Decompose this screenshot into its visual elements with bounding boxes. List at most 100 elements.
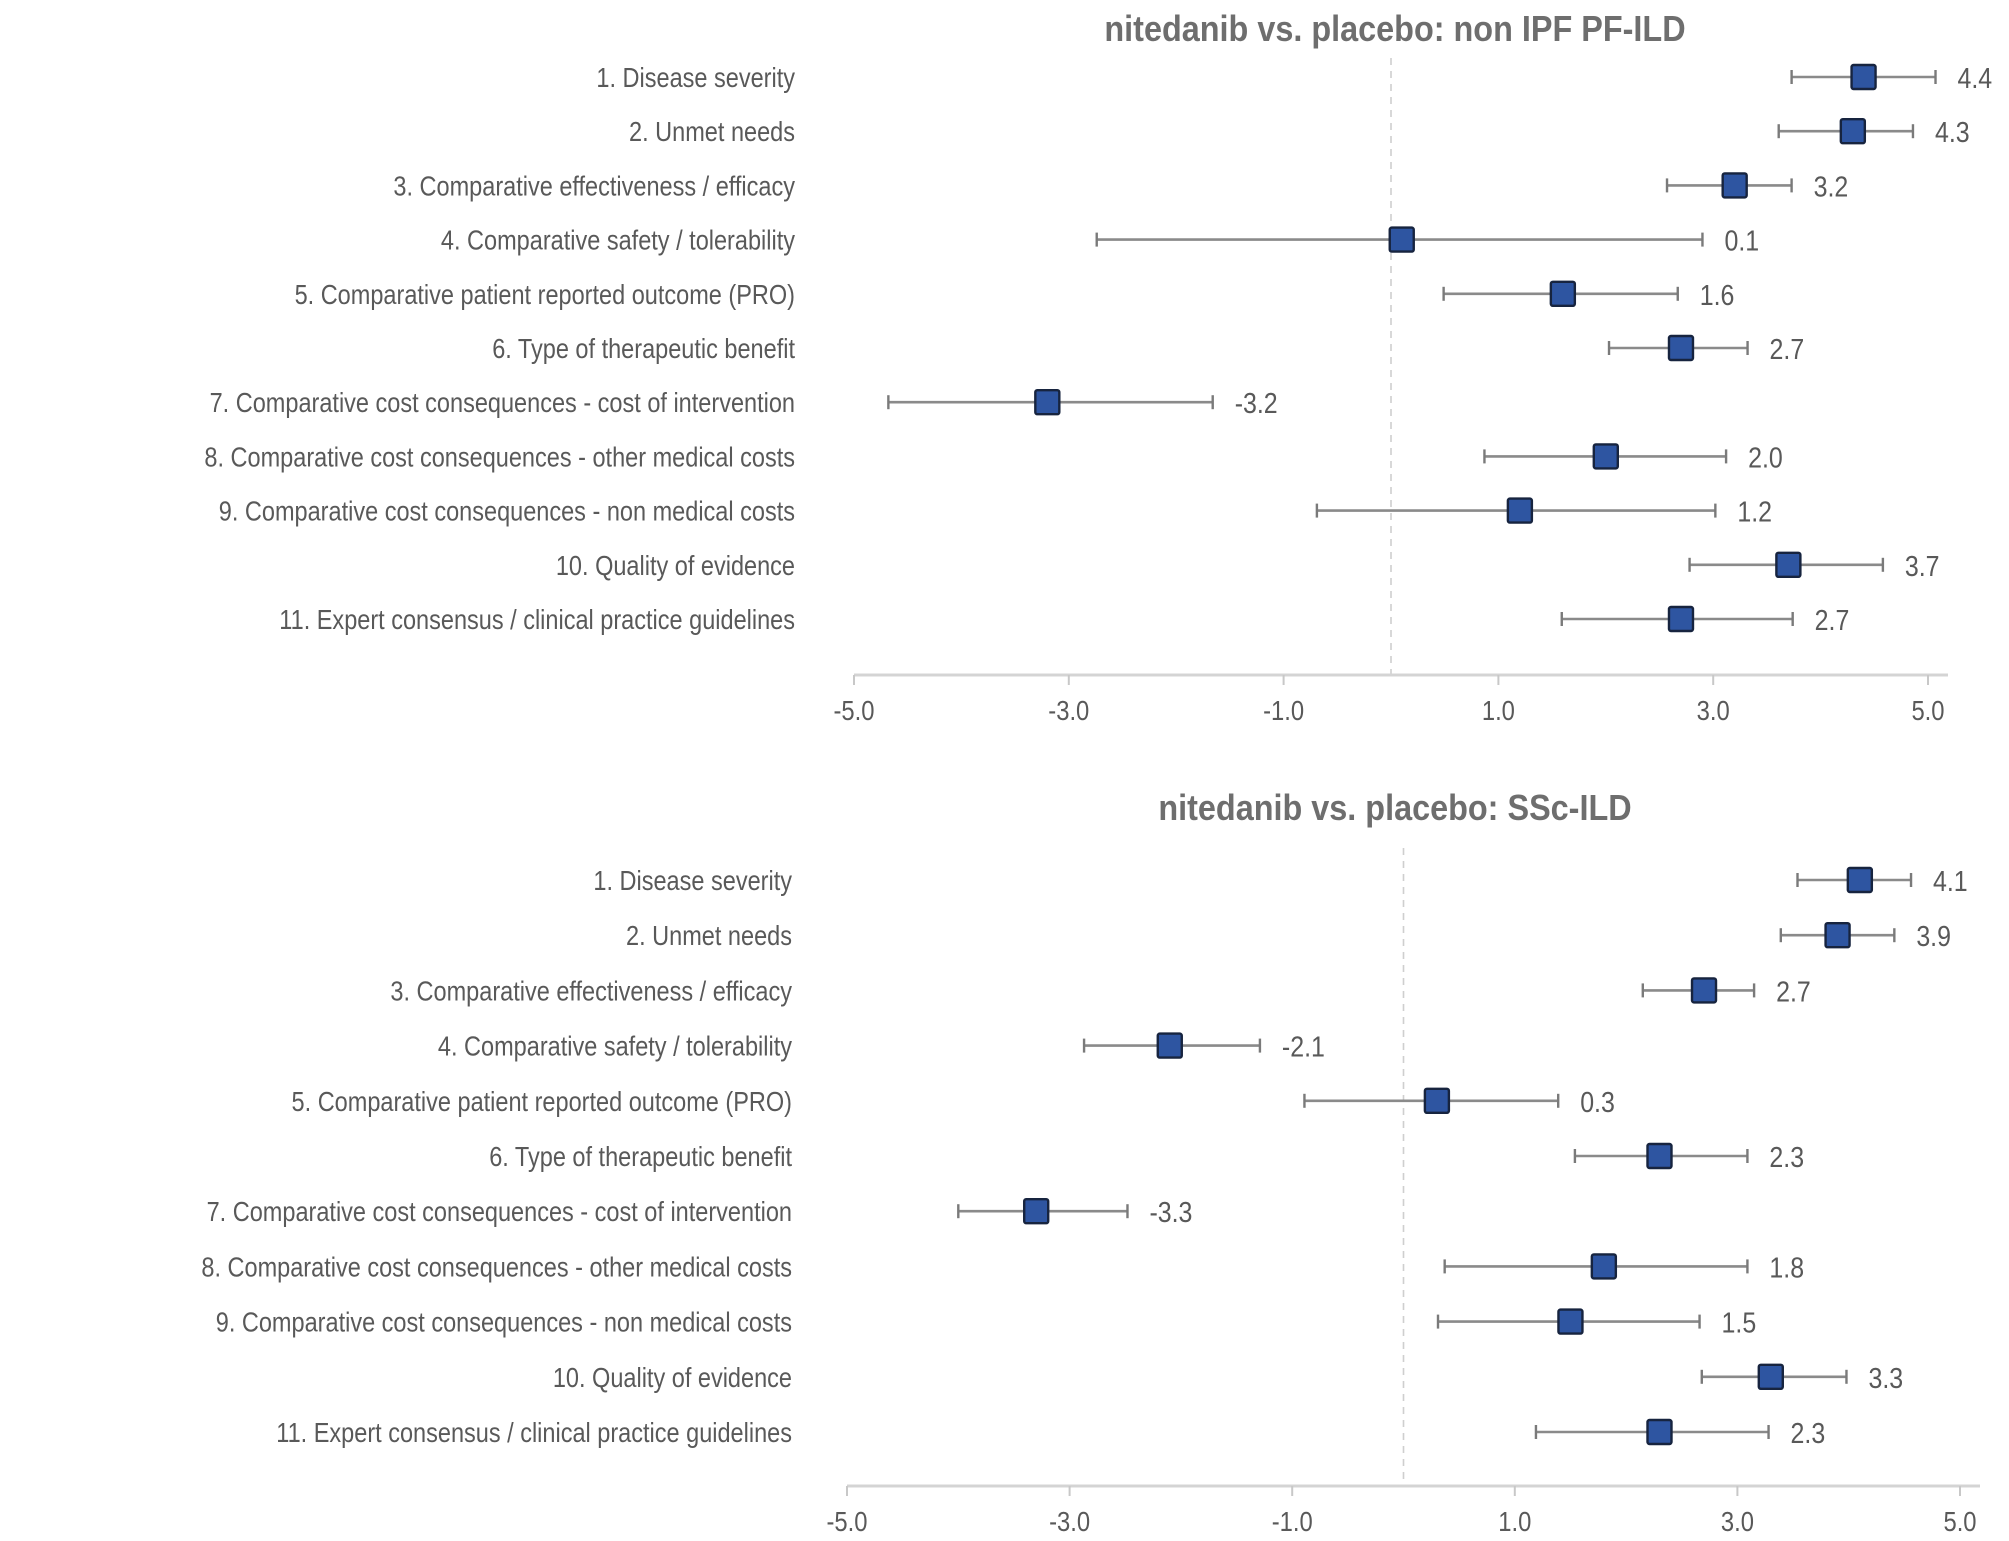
category-label: 3. Comparative effectiveness / efficacy	[393, 172, 795, 202]
data-point	[1557, 1308, 1584, 1335]
data-point	[1506, 497, 1534, 524]
panel-non-ipf-pf-ild: nitedanib vs. placebo: non IPF PF-ILD -5…	[204, 9, 1992, 726]
data-point	[1667, 334, 1695, 362]
category-label: 9. Comparative cost consequences - non m…	[219, 497, 795, 527]
category-label: 3. Comparative effectiveness / efficacy	[390, 977, 792, 1007]
category-label: 2. Unmet needs	[626, 921, 792, 951]
x-tick-label: 5.0	[1943, 1505, 1976, 1537]
forest-row: 10. Quality of evidence 3.7	[556, 550, 1940, 582]
data-point	[1846, 866, 1874, 894]
x-tick-label: -3.0	[1049, 1505, 1090, 1537]
forest-row: 1. Disease severity 4.1	[593, 865, 1967, 897]
x-tick-label: -1.0	[1272, 1505, 1313, 1537]
forest-row: 1. Disease severity 4.4	[596, 62, 1992, 94]
panel-ssc-ild: nitedanib vs. placebo: SSc-ILD -5.0 -3.0 -…	[201, 788, 1980, 1537]
category-label: 9. Comparative cost consequences - non m…	[216, 1308, 792, 1338]
value-label: 1.2	[1737, 496, 1772, 528]
forest-row: 9. Comparative cost consequences - non m…	[216, 1307, 1756, 1339]
forest-row: 10. Quality of evidence 3.3	[553, 1362, 1903, 1394]
data-point	[1850, 63, 1877, 91]
forest-row: 11. Expert consensus / clinical practice…	[276, 1417, 1825, 1449]
category-label: 1. Disease severity	[593, 866, 792, 896]
forest-row: 6. Type of therapeutic benefit 2.7	[492, 333, 1804, 365]
category-label: 1. Disease severity	[596, 63, 795, 93]
forest-row: 9. Comparative cost consequences - non m…	[219, 496, 1772, 528]
data-point	[1590, 1253, 1618, 1280]
forest-row: 8. Comparative cost consequences - other…	[204, 442, 1782, 474]
value-label: 4.1	[1933, 865, 1968, 897]
value-label: 1.5	[1722, 1307, 1757, 1339]
forest-row: 4. Comparative safety / tolerability 0.1	[441, 225, 1759, 257]
value-label: 1.6	[1700, 279, 1735, 311]
data-point	[1721, 172, 1748, 199]
value-label: 4.3	[1935, 116, 1970, 148]
forest-row: 4. Comparative safety / tolerability -2.1	[438, 1031, 1325, 1063]
data-point	[1824, 922, 1851, 949]
value-label: 3.3	[1868, 1362, 1903, 1394]
data-point	[1156, 1032, 1183, 1059]
category-label: 6. Type of therapeutic benefit	[489, 1142, 792, 1172]
value-label: 3.7	[1905, 550, 1940, 582]
x-tick-label: -5.0	[834, 694, 875, 726]
forest-row: 6. Type of therapeutic benefit 2.3	[489, 1141, 1804, 1173]
data-point	[1839, 117, 1867, 145]
data-point	[1034, 389, 1061, 416]
value-label: 2.7	[1770, 333, 1805, 365]
forest-row: 2. Unmet needs 3.9	[626, 920, 1951, 952]
data-point	[1690, 977, 1718, 1004]
forest-row: 7. Comparative cost consequences - cost …	[210, 387, 1278, 419]
chart-title: nitedanib vs. placebo: non IPF PF-ILD	[1104, 9, 1685, 49]
chart-title: nitedanib vs. placebo: SSc-ILD	[1158, 788, 1631, 828]
value-label: 2.7	[1815, 604, 1850, 636]
data-point	[1023, 1197, 1050, 1225]
forest-row: 3. Comparative effectiveness / efficacy 2…	[390, 976, 1810, 1008]
value-label: 2.3	[1769, 1141, 1804, 1173]
value-label: 2.7	[1776, 976, 1811, 1008]
value-label: -3.3	[1149, 1196, 1192, 1228]
x-tick-label: 1.0	[1498, 1505, 1531, 1537]
category-label: 4. Comparative safety / tolerability	[441, 226, 795, 256]
category-label: 11. Expert consensus / clinical practice…	[279, 605, 795, 635]
value-label: 1.8	[1769, 1252, 1804, 1284]
forest-row: 5. Comparative patient reported outcome …	[292, 1086, 1615, 1118]
x-tick-label: 1.0	[1482, 694, 1515, 726]
value-label: 2.3	[1791, 1417, 1826, 1449]
x-tick-label: -3.0	[1048, 694, 1089, 726]
data-point	[1757, 1363, 1784, 1391]
category-label: 4. Comparative safety / tolerability	[438, 1032, 792, 1062]
category-label: 10. Quality of evidence	[556, 551, 795, 581]
category-label: 7. Comparative cost consequences - cost …	[210, 388, 795, 418]
forest-row: 11. Expert consensus / clinical practice…	[279, 604, 1849, 636]
data-point	[1388, 226, 1415, 253]
value-label: 0.3	[1580, 1086, 1615, 1118]
value-label: 0.1	[1724, 225, 1759, 257]
forest-row: 7. Comparative cost consequences - cost …	[207, 1196, 1193, 1228]
value-label: -3.2	[1235, 387, 1278, 419]
value-label: 3.9	[1916, 920, 1951, 952]
data-point	[1592, 443, 1620, 470]
value-label: 2.0	[1748, 442, 1783, 474]
forest-row: 5. Comparative patient reported outcome …	[295, 279, 1735, 311]
category-label: 10. Quality of evidence	[553, 1363, 792, 1393]
category-label: 2. Unmet needs	[629, 117, 795, 147]
category-label: 6. Type of therapeutic benefit	[492, 334, 795, 364]
data-point	[1775, 551, 1802, 578]
forest-row: 3. Comparative effectiveness / efficacy 3…	[393, 171, 1848, 203]
value-label: 4.4	[1958, 62, 1993, 94]
forest-row: 8. Comparative cost consequences - other…	[201, 1252, 1804, 1284]
x-tick-label: 3.0	[1721, 1505, 1754, 1537]
data-point	[1646, 1418, 1673, 1446]
category-label: 11. Expert consensus / clinical practice…	[276, 1418, 792, 1448]
data-point	[1646, 1142, 1673, 1170]
data-point	[1423, 1087, 1451, 1115]
forest-row: 2. Unmet needs 4.3	[629, 116, 1970, 148]
category-label: 5. Comparative patient reported outcome …	[292, 1087, 792, 1117]
category-label: 7. Comparative cost consequences - cost …	[207, 1197, 792, 1227]
x-tick-label: -1.0	[1263, 694, 1304, 726]
data-point	[1667, 605, 1695, 633]
data-point	[1549, 280, 1577, 307]
value-label: -2.1	[1282, 1031, 1325, 1063]
value-label: 3.2	[1814, 171, 1849, 203]
x-tick-label: -5.0	[827, 1505, 868, 1537]
